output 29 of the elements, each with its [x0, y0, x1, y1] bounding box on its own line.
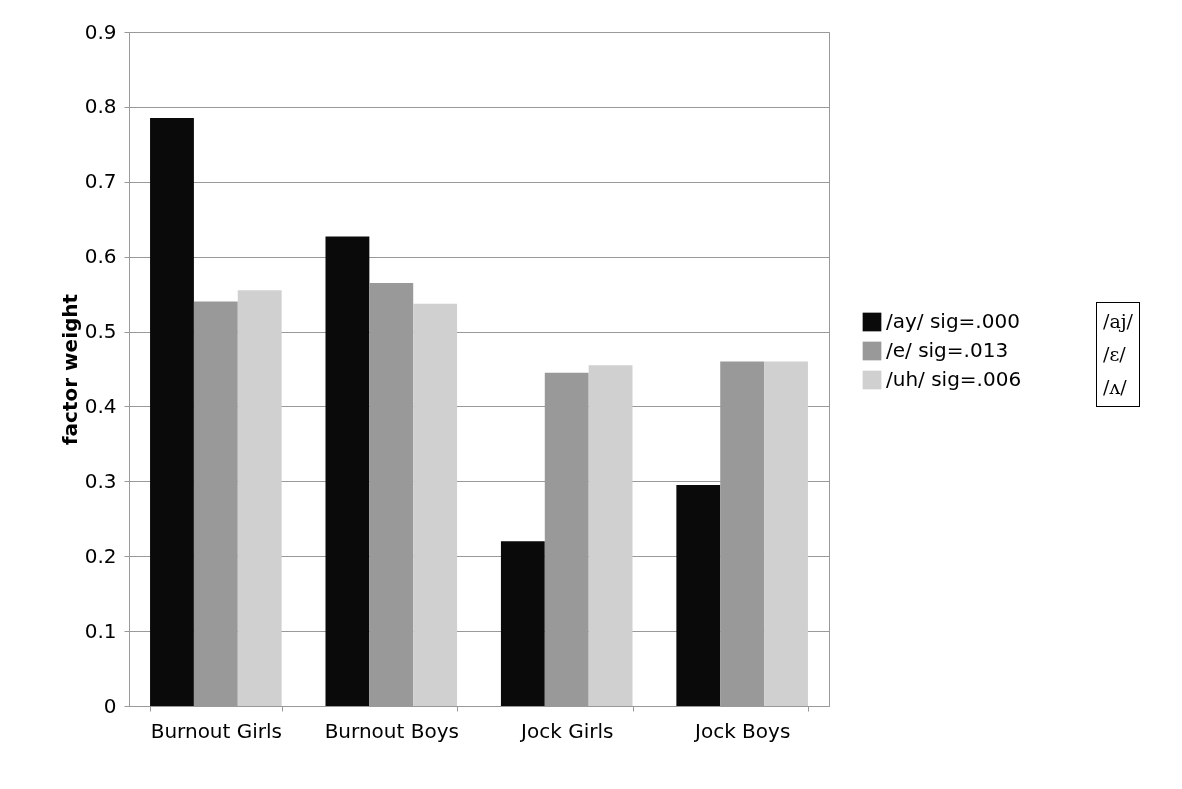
bar	[413, 303, 458, 706]
x-tick-label: Jock Girls	[519, 718, 614, 743]
phoneme-box: /aj/ /ɛ/ /ʌ/	[1096, 302, 1141, 407]
y-tick-label: 0.2	[84, 543, 117, 568]
y-axis-title: factor weight	[57, 293, 82, 446]
bar	[676, 485, 721, 706]
bar	[588, 365, 633, 706]
y-tick-label: 0.9	[84, 19, 117, 44]
y-tick-label: 0.1	[84, 618, 117, 643]
y-tick-label: 0.5	[84, 319, 117, 344]
bar	[150, 118, 194, 706]
y-tick-label: 0.4	[84, 393, 117, 418]
bar	[764, 361, 808, 706]
bar	[500, 541, 545, 706]
y-tick-label: 0.7	[84, 169, 117, 194]
x-tick-label: Jock Boys	[693, 718, 791, 743]
x-tick-label: Burnout Boys	[324, 718, 459, 743]
legend-label: /ay/ sig=.000	[886, 309, 1020, 333]
y-tick-label: 0.6	[84, 244, 117, 269]
bar	[193, 301, 238, 706]
y-tick-label: 0	[103, 693, 117, 718]
bar	[237, 290, 282, 706]
bar	[369, 282, 414, 706]
y-tick-label: 0.8	[84, 94, 117, 119]
x-tick-label: Burnout Girls	[150, 718, 282, 743]
y-tick-label: 0.3	[84, 468, 117, 493]
legend-label: /uh/ sig=.006	[886, 367, 1022, 391]
bar	[325, 236, 370, 706]
legend-label: /e/ sig=.013	[886, 338, 1009, 362]
